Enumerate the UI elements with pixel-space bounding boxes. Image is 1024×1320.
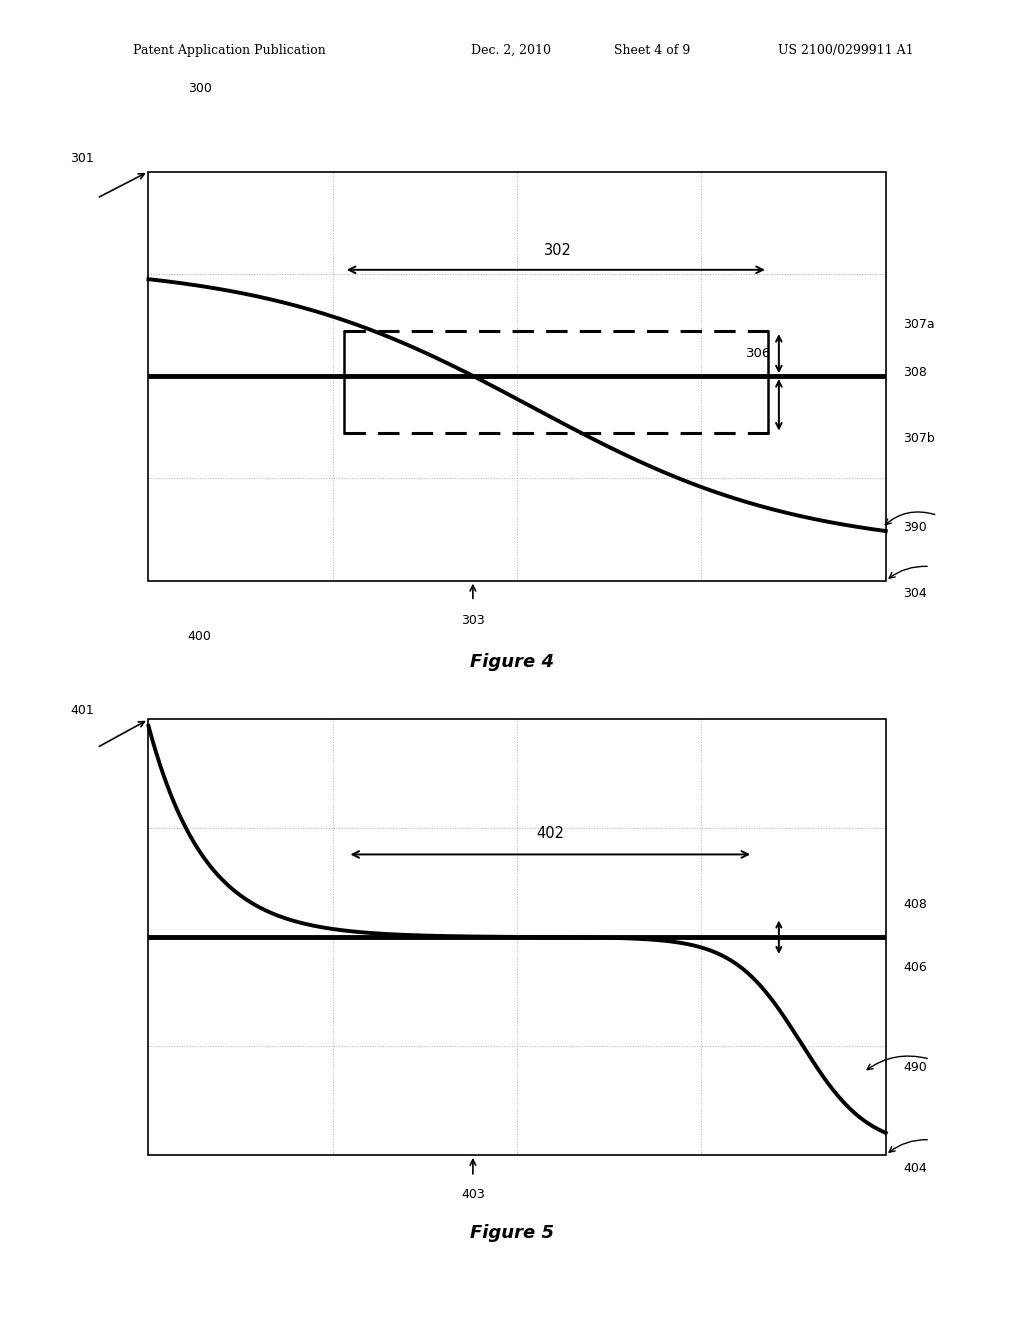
Text: 402: 402 [537, 826, 564, 841]
Text: 307b: 307b [903, 432, 935, 445]
Text: Figure 4: Figure 4 [470, 653, 554, 672]
Text: 404: 404 [903, 1162, 927, 1175]
Text: Sheet 4 of 9: Sheet 4 of 9 [614, 44, 690, 57]
Text: US 2100/0299911 A1: US 2100/0299911 A1 [778, 44, 913, 57]
Text: 302: 302 [544, 243, 571, 257]
Text: Patent Application Publication: Patent Application Publication [133, 44, 326, 57]
Text: 408: 408 [903, 898, 927, 911]
Text: 490: 490 [903, 1061, 927, 1074]
Text: 308: 308 [903, 366, 927, 379]
Text: 401: 401 [70, 704, 94, 717]
Text: 301: 301 [70, 152, 94, 165]
Text: Dec. 2, 2010: Dec. 2, 2010 [471, 44, 551, 57]
Text: 306: 306 [746, 347, 771, 360]
Text: 390: 390 [903, 521, 927, 535]
Text: 403: 403 [461, 1188, 484, 1201]
Text: 303: 303 [461, 614, 484, 627]
Text: 307a: 307a [903, 318, 935, 331]
Text: 304: 304 [903, 587, 927, 601]
Text: 300: 300 [187, 82, 212, 95]
Text: 400: 400 [187, 630, 212, 643]
Text: Figure 5: Figure 5 [470, 1224, 554, 1242]
Text: 406: 406 [903, 961, 927, 974]
